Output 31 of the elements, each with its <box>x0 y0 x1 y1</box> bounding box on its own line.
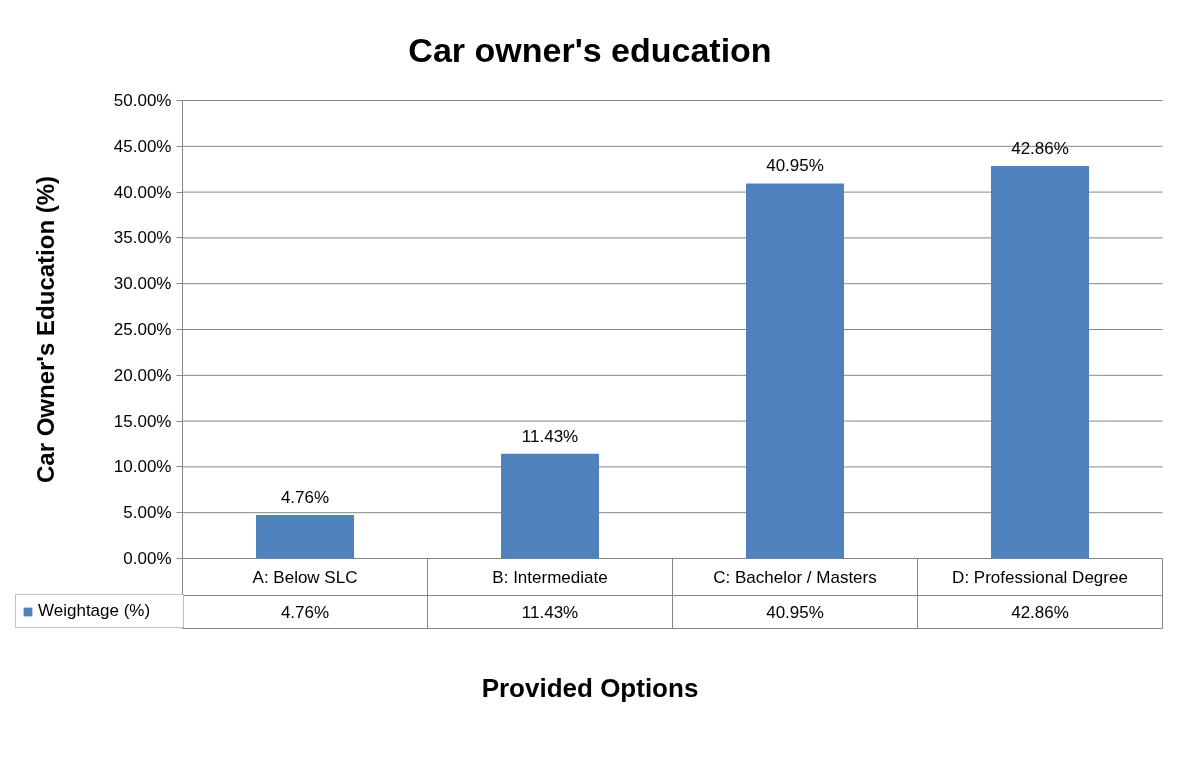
x-axis-title: Provided Options <box>481 672 699 703</box>
data-label: 40.95% <box>766 602 824 622</box>
bar <box>746 183 844 559</box>
chart-title: Car owner's education <box>408 30 772 69</box>
text: 42.86% <box>1011 138 1069 158</box>
y-axis-title: Car Owner's Education (%) <box>31 175 59 484</box>
y-tick-label: 40.00% <box>113 182 172 202</box>
bar <box>501 453 599 559</box>
x-tick-label: B: Intermediate <box>492 567 608 587</box>
y-tick-label: 20.00% <box>113 365 172 385</box>
y-tick-label: 15.00% <box>113 411 172 431</box>
y-tick-label: 45.00% <box>113 136 172 156</box>
y-tick-label: 5.00% <box>123 503 172 523</box>
y-tick-label: 10.00% <box>113 457 172 477</box>
bar <box>256 514 354 559</box>
data-label: 11.43% <box>521 602 579 622</box>
text: 40.95% <box>766 156 824 176</box>
x-tick-label: D: Professional Degree <box>952 567 1128 587</box>
y-tick-label: 30.00% <box>113 274 172 294</box>
legend-label: Weightage (%) <box>38 601 152 621</box>
bar <box>991 165 1089 559</box>
x-tick-label: A: Below SLC <box>252 567 358 587</box>
y-tick-label: 0.00% <box>123 549 172 568</box>
data-label: 42.86% <box>1011 602 1069 622</box>
text: 4.76% <box>280 487 330 507</box>
y-tick-label: 50.00% <box>113 91 172 110</box>
y-tick-label: 25.00% <box>113 320 172 339</box>
data-label: 4.76% <box>280 602 330 622</box>
text: 11.43% <box>521 426 579 446</box>
x-tick-label: C: Bachelor / Masters <box>713 567 877 587</box>
y-tick-label: 35.00% <box>113 228 172 248</box>
